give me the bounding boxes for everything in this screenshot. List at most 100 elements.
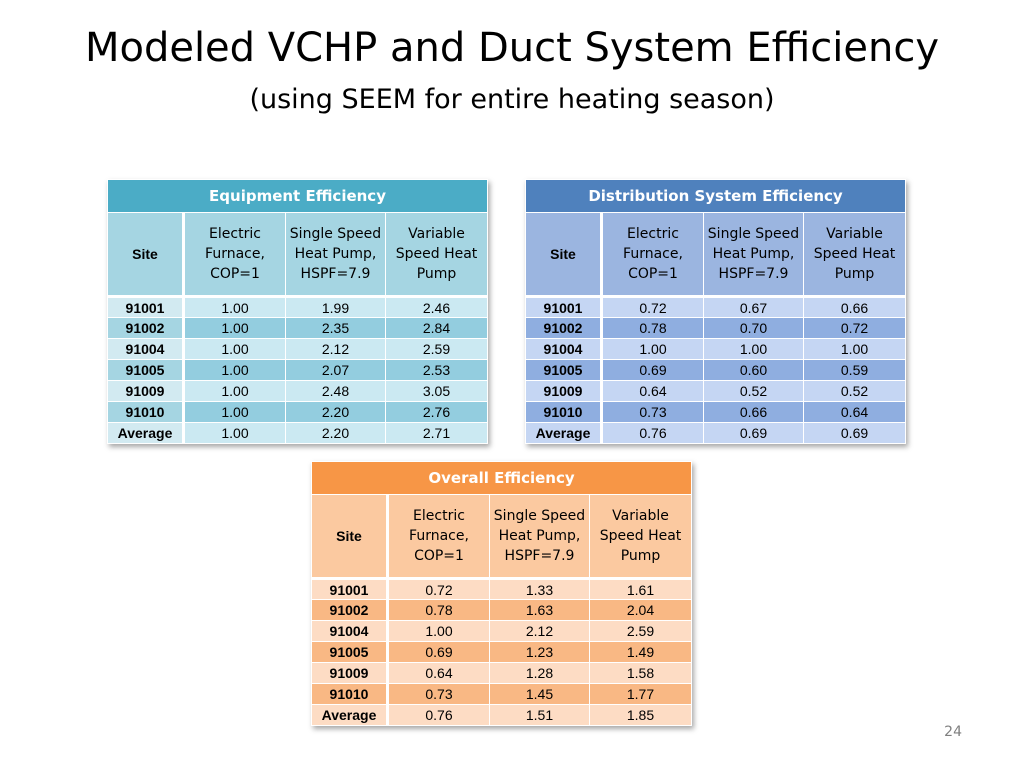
cell-site: 91004 [525,338,603,360]
column-header-variable-speed: Variable Speed Heat Pump [802,212,907,297]
cell-site: 91010 [525,401,603,423]
cell-variable: 2.53 [384,359,489,381]
cell-electric: 0.72 [601,295,704,318]
cell-single: 0.60 [703,359,804,381]
cell-electric: 1.00 [183,422,286,444]
column-header-electric-furnace: Electric Furnace, COP=1 [183,212,286,297]
table-row: 91005 1.00 2.07 2.53 [107,359,489,381]
cell-electric: 0.64 [601,380,704,402]
cell-single: 2.12 [489,620,590,642]
column-header-electric-furnace: Electric Furnace, COP=1 [387,494,490,579]
cell-variable: 2.59 [588,620,693,642]
overall-efficiency-table: Overall Efficiency Site Electric Furnace… [310,461,693,726]
cell-electric: 0.73 [601,401,704,423]
cell-site: 91002 [107,317,185,339]
table-row: 91004 1.00 2.12 2.59 [107,338,489,360]
cell-single: 2.20 [285,422,386,444]
column-header-site: Site [525,212,603,297]
table-row: 91002 1.00 2.35 2.84 [107,317,489,339]
cell-variable: 0.64 [802,401,907,423]
cell-variable: 0.52 [802,380,907,402]
equipment-efficiency-table: Equipment Efficiency Site Electric Furna… [106,179,489,444]
cell-electric: 1.00 [183,317,286,339]
cell-electric: 1.00 [183,295,286,318]
cell-site: Average [311,704,389,726]
table-row: Average 0.76 0.69 0.69 [525,422,907,444]
column-header-single-speed: Single Speed Heat Pump, HSPF=7.9 [285,212,386,297]
cell-single: 1.45 [489,683,590,705]
cell-single: 2.35 [285,317,386,339]
cell-electric: 0.72 [387,577,490,600]
cell-site: 91004 [107,338,185,360]
cell-variable: 0.66 [802,295,907,318]
cell-single: 1.28 [489,662,590,684]
cell-electric: 0.76 [387,704,490,726]
table-row: 91009 0.64 1.28 1.58 [311,662,693,684]
table-row: Average 1.00 2.20 2.71 [107,422,489,444]
cell-variable: 1.49 [588,641,693,663]
page-number: 24 [944,724,962,740]
cell-electric: 1.00 [183,338,286,360]
cell-variable: 0.69 [802,422,907,444]
cell-variable: 2.76 [384,401,489,423]
cell-site: 91009 [107,380,185,402]
cell-variable: 0.59 [802,359,907,381]
column-header-single-speed: Single Speed Heat Pump, HSPF=7.9 [489,494,590,579]
table-row: 91001 1.00 1.99 2.46 [107,295,489,318]
distribution-efficiency-table: Distribution System Efficiency Site Elec… [524,179,907,444]
cell-site: 91005 [107,359,185,381]
cell-single: 2.48 [285,380,386,402]
cell-site: 91009 [525,380,603,402]
column-header-single-speed: Single Speed Heat Pump, HSPF=7.9 [703,212,804,297]
cell-variable: 1.77 [588,683,693,705]
table-row: 91009 1.00 2.48 3.05 [107,380,489,402]
column-header-variable-speed: Variable Speed Heat Pump [384,212,489,297]
cell-site: 91001 [525,295,603,318]
slide-subtitle: (using SEEM for entire heating season) [249,84,775,115]
cell-single: 1.00 [703,338,804,360]
column-header-site: Site [311,494,389,579]
cell-site: 91001 [107,295,185,318]
cell-site: 91009 [311,662,389,684]
table-row: 91005 0.69 0.60 0.59 [525,359,907,381]
cell-electric: 1.00 [601,338,704,360]
cell-variable: 2.59 [384,338,489,360]
cell-variable: 1.61 [588,577,693,600]
cell-single: 1.63 [489,599,590,621]
cell-site: 91001 [311,577,389,600]
cell-variable: 1.85 [588,704,693,726]
table-row: 91002 0.78 1.63 2.04 [311,599,693,621]
cell-single: 1.51 [489,704,590,726]
table-row: 91001 0.72 0.67 0.66 [525,295,907,318]
slide-title: Modeled VCHP and Duct System Efficiency [84,25,940,71]
cell-electric: 1.00 [183,359,286,381]
cell-site: 91002 [311,599,389,621]
cell-variable: 3.05 [384,380,489,402]
cell-single: 2.20 [285,401,386,423]
cell-single: 0.66 [703,401,804,423]
cell-site: 91004 [311,620,389,642]
cell-electric: 0.78 [601,317,704,339]
cell-single: 0.52 [703,380,804,402]
table-row: 91004 1.00 1.00 1.00 [525,338,907,360]
cell-electric: 0.69 [387,641,490,663]
cell-site: 91010 [311,683,389,705]
table-row: 91005 0.69 1.23 1.49 [311,641,693,663]
cell-single: 2.12 [285,338,386,360]
table-row: 91004 1.00 2.12 2.59 [311,620,693,642]
table-row: 91010 0.73 0.66 0.64 [525,401,907,423]
cell-variable: 1.00 [802,338,907,360]
column-header-site: Site [107,212,185,297]
table-row: Average 0.76 1.51 1.85 [311,704,693,726]
cell-variable: 2.84 [384,317,489,339]
cell-site: 91005 [311,641,389,663]
cell-single: 2.07 [285,359,386,381]
cell-variable: 1.58 [588,662,693,684]
table-row: 91001 0.72 1.33 1.61 [311,577,693,600]
cell-electric: 0.78 [387,599,490,621]
cell-site: Average [525,422,603,444]
cell-variable: 2.04 [588,599,693,621]
table-row: 91002 0.78 0.70 0.72 [525,317,907,339]
column-header-variable-speed: Variable Speed Heat Pump [588,494,693,579]
table-title: Overall Efficiency [310,461,693,495]
